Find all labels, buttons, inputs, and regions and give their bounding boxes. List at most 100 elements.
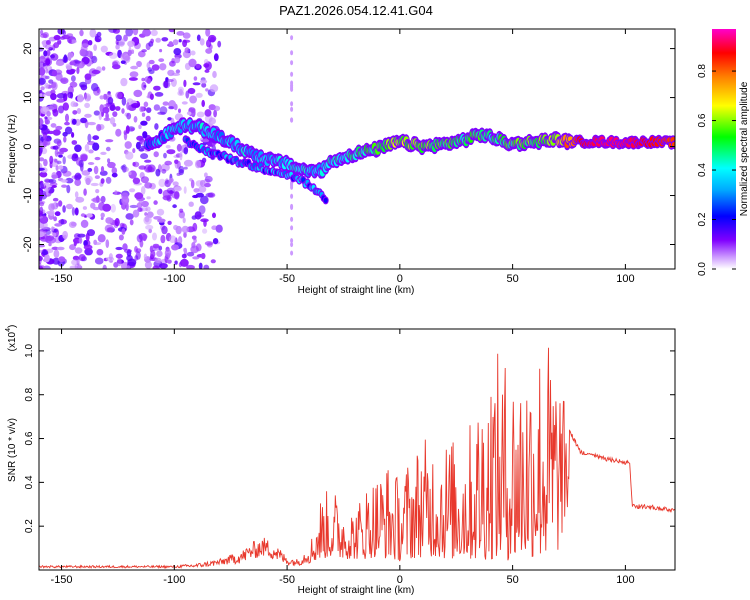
- heatmap-speckle: [136, 60, 142, 68]
- x-tick-label: -100: [163, 273, 185, 285]
- heatmap-speckle: [127, 49, 132, 57]
- heatmap-speckle: [150, 250, 156, 258]
- heatmap-speckle: [144, 159, 152, 163]
- x-tick-label: -150: [51, 574, 73, 586]
- y-tick-label: 1.0: [24, 344, 35, 358]
- heatmap-speckle: [64, 121, 70, 126]
- heatmap-speckle: [290, 71, 294, 77]
- heatmap-speckle: [100, 151, 107, 155]
- heatmap-speckle: [168, 106, 175, 110]
- heatmap-speckle: [162, 80, 171, 89]
- heatmap-speckle: [125, 29, 134, 37]
- heatmap-speckle: [154, 123, 159, 130]
- heatmap-speckle: [157, 111, 166, 115]
- heatmap-speckle: [121, 196, 130, 205]
- heatmap-speckle: [190, 179, 195, 189]
- heatmap-speckle: [176, 143, 182, 152]
- heatmap-speckle: [39, 67, 46, 76]
- heatmap-speckle: [211, 225, 218, 230]
- heatmap-speckle: [43, 140, 48, 148]
- heatmap-speckle: [152, 265, 160, 269]
- snr-y-multiplier-close: ): [7, 325, 18, 328]
- x-tick-label: 100: [616, 273, 634, 285]
- x-tick-label: -100: [163, 574, 185, 586]
- heatmap-speckle: [127, 258, 137, 267]
- heatmap-speckle: [118, 234, 124, 241]
- heatmap-speckle: [159, 63, 167, 71]
- heatmap-speckle: [154, 92, 164, 97]
- heatmap-speckle: [138, 200, 143, 205]
- heatmap-speckle: [146, 107, 152, 113]
- heatmap-speckle: [145, 206, 151, 212]
- heatmap-speckle: [62, 55, 69, 64]
- heatmap-speckle: [192, 222, 198, 232]
- heatmap-speckle: [157, 218, 166, 223]
- heatmap-speckle: [143, 101, 149, 108]
- heatmap-speckle: [74, 191, 79, 199]
- heatmap-speckle: [129, 71, 139, 78]
- heatmap-speckle: [71, 75, 76, 82]
- heatmap-speckle: [166, 187, 176, 194]
- heatmap-speckle: [172, 39, 179, 46]
- heatmap-speckle: [79, 48, 86, 57]
- heatmap-speckle: [84, 175, 93, 183]
- heatmap-speckle: [183, 186, 187, 194]
- heatmap-speckle: [74, 144, 82, 153]
- heatmap-speckle: [100, 178, 105, 184]
- heatmap-speckle: [142, 131, 148, 139]
- heatmap-speckle: [153, 200, 158, 205]
- heatmap-speckle: [200, 195, 209, 205]
- heatmap-speckle: [141, 81, 147, 91]
- heatmap-speckle: [55, 202, 59, 208]
- heatmap-speckle: [132, 209, 140, 218]
- heatmap-speckle: [93, 110, 101, 116]
- heatmap-speckle: [60, 218, 65, 225]
- chart-title: PAZ1.2026.054.12.41.G04: [279, 3, 433, 18]
- heatmap-speckle: [164, 160, 172, 166]
- heatmap-speckle: [45, 187, 49, 196]
- heatmap-speckle: [136, 135, 144, 141]
- heatmap-speckle: [101, 66, 106, 71]
- heatmap-speckle: [290, 242, 294, 248]
- heatmap-speckle: [168, 178, 173, 185]
- heatmap-speckle: [39, 93, 43, 97]
- heatmap-speckle: [55, 60, 64, 67]
- heatmap-speckle: [290, 216, 294, 222]
- heatmap-speckle: [132, 29, 139, 36]
- colorbar-tick-label: 0.2: [697, 212, 708, 226]
- heatmap-speckle: [39, 197, 43, 202]
- heatmap-speckle: [155, 168, 161, 177]
- heatmap-speckle: [54, 148, 59, 157]
- heatmap-speckle: [122, 243, 128, 251]
- y-tick-label: 0: [22, 143, 34, 149]
- heatmap-speckle: [71, 259, 79, 266]
- heatmap-speckle: [156, 208, 165, 216]
- heatmap-speckle: [179, 151, 183, 161]
- heatmap-speckle: [125, 125, 130, 134]
- heatmap-speckle: [186, 251, 195, 257]
- heatmap-speckle: [40, 225, 48, 230]
- heatmap-speckle: [204, 69, 210, 73]
- heatmap-speckle: [144, 164, 153, 173]
- snr-frame: [38, 328, 676, 571]
- heatmap-speckle: [80, 154, 88, 162]
- colorbar-gradient: [712, 29, 736, 269]
- heatmap-speckle: [149, 93, 154, 100]
- heatmap-speckle: [204, 175, 213, 183]
- heatmap-speckle: [52, 109, 59, 117]
- heatmap-speckle: [200, 252, 206, 260]
- heatmap-speckle: [130, 65, 139, 70]
- heatmap-speckle: [148, 69, 155, 75]
- heatmap-speckle: [105, 217, 113, 224]
- heatmap-speckle: [205, 88, 209, 92]
- x-tick-label: 0: [397, 273, 403, 285]
- heatmap-speckle: [102, 106, 110, 114]
- heatmap-speckle: [58, 151, 64, 155]
- heatmap-speckle: [178, 210, 185, 219]
- heatmap-speckle: [144, 215, 150, 223]
- heatmap-speckle: [205, 48, 213, 54]
- heatmap-speckle: [94, 175, 100, 180]
- heatmap-speckle: [174, 186, 182, 192]
- heatmap-speckle: [173, 48, 182, 56]
